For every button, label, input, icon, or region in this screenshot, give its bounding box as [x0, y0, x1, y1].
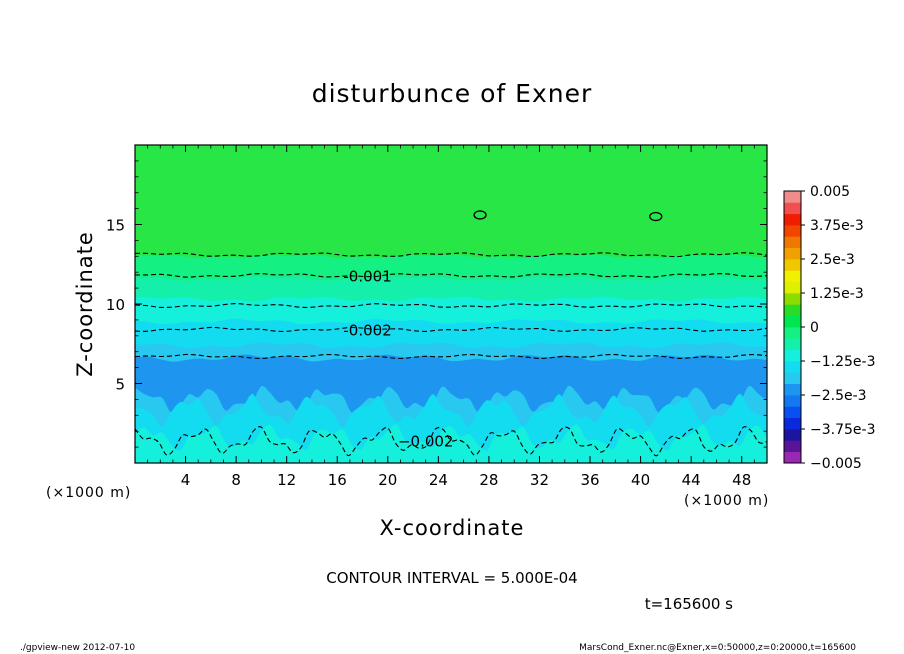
colorbar-segment-9	[784, 349, 801, 362]
colorbar-segment-3	[784, 417, 801, 430]
x-unit-label-left: (×1000 m)	[46, 485, 131, 501]
x-tick-label-6: 28	[479, 471, 498, 489]
colorbar-label-5: −1.25e-3	[810, 354, 875, 370]
footer-right: MarsCond_Exner.nc@Exner,x=0:50000,z=0:20…	[579, 643, 856, 653]
colorbar-segment-11	[784, 327, 801, 339]
colorbar-segment-6	[784, 383, 801, 396]
closed-contour-0	[473, 210, 487, 220]
x-axis-title: X-coordinate	[380, 516, 525, 540]
x-tick-label-11: 48	[732, 471, 751, 489]
colorbar-segment-4	[784, 406, 801, 419]
colorbar-label-7: −3.75e-3	[810, 422, 875, 438]
contour-label-3: -0.002	[343, 321, 391, 339]
colorbar-segment-16	[784, 270, 801, 283]
colorbar-segment-18	[784, 247, 801, 260]
contour-line-1	[135, 273, 767, 278]
contour-interval-text: CONTOUR INTERVAL = 5.000E-04	[326, 569, 577, 587]
colorbar-segment-17	[784, 259, 801, 271]
time-text: t=165600 s	[645, 595, 733, 613]
colorbar-label-3: 1.25e-3	[810, 286, 864, 302]
colorbar-segment-21	[784, 213, 801, 226]
x-tick-label-10: 44	[682, 471, 701, 489]
colorbar-segment-0	[784, 451, 801, 464]
colorbar-segment-22	[784, 202, 801, 215]
contour-line-3	[135, 326, 767, 332]
colorbar-label-0: 0.005	[810, 184, 850, 200]
contour-line-0	[135, 252, 767, 258]
contour-fill-layer	[135, 145, 767, 463]
colorbar-segment-10	[784, 338, 801, 351]
colorbar-segment-14	[784, 293, 801, 305]
colorbar: 0.005 3.75e-3 2.5e-3 1.25e-3 0 −1.25e-3 −2.5e-…	[783, 184, 875, 472]
x-tick-label-4: 20	[378, 471, 397, 489]
colorbar-label-8: −0.005	[810, 456, 862, 472]
x-tick-label-5: 24	[429, 471, 448, 489]
x-tick-label-3: 16	[328, 471, 347, 489]
colorbar-segment-8	[784, 361, 801, 373]
colorbar-segment-12	[784, 315, 801, 328]
contour-line-5	[135, 426, 767, 457]
colorbar-segment-2	[784, 429, 801, 441]
chart-title: disturbunce of Exner	[312, 79, 593, 108]
colorbar-label-6: −2.5e-3	[810, 388, 867, 404]
colorbar-label-2: 2.5e-3	[810, 252, 855, 268]
contour-label-1: -0.001	[343, 267, 391, 285]
footer-left: ./gpview-new 2012-07-10	[20, 643, 135, 653]
x-tick-label-1: 8	[231, 471, 241, 489]
colorbar-segment-20	[784, 225, 801, 237]
colorbar-segment-19	[784, 236, 801, 249]
x-tick-label-7: 32	[530, 471, 549, 489]
x-tick-label-2: 12	[277, 471, 296, 489]
colorbar-segment-15	[784, 281, 801, 294]
y-axis-title: Z-coordinate	[73, 231, 97, 377]
x-unit-label-right: (×1000 m)	[684, 493, 769, 509]
contour-line-layer	[135, 210, 767, 457]
colorbar-segment-23	[784, 191, 801, 203]
x-tick-label-9: 40	[631, 471, 650, 489]
y-tick-label-1: 10	[106, 296, 125, 314]
band-lower-minus-0.0015	[135, 424, 767, 463]
colorbar-label-1: 3.75e-3	[810, 218, 864, 234]
colorbar-segment-13	[784, 304, 801, 317]
contour-line-2	[135, 303, 767, 309]
x-tick-label-0: 4	[181, 471, 191, 489]
closed-contour-1	[649, 211, 663, 222]
x-tick-label-8: 36	[580, 471, 599, 489]
colorbar-segment-7	[784, 372, 801, 385]
y-tick-label-0: 5	[115, 376, 125, 394]
contour-label-5: −0.002	[398, 433, 454, 451]
colorbar-segment-5	[784, 395, 801, 407]
colorbar-segment-1	[784, 440, 801, 453]
contour-label-layer: -0.001 -0.002 −0.002	[343, 267, 454, 451]
y-tick-label-2: 15	[106, 217, 125, 235]
colorbar-label-4: 0	[810, 320, 819, 336]
contour-line-4	[135, 353, 767, 360]
